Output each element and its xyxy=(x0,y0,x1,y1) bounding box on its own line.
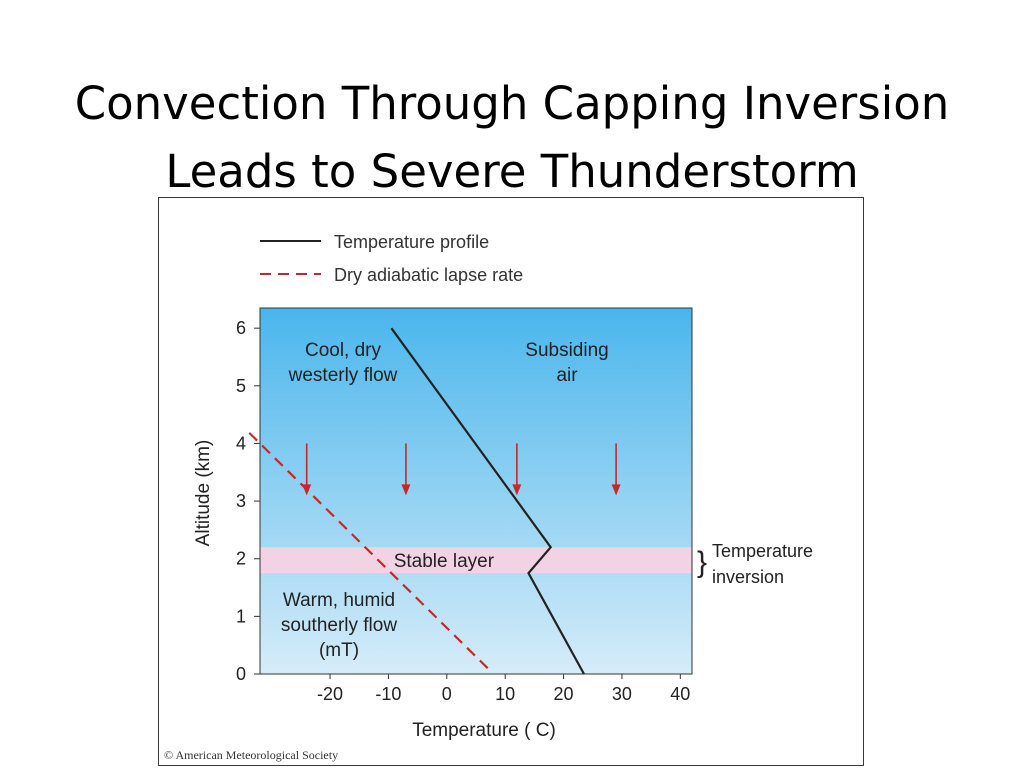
inversion-brace: } xyxy=(697,546,707,579)
y-tick-label: 2 xyxy=(236,549,246,569)
stable-layer-band xyxy=(260,547,692,574)
title-line-1: Convection Through Capping Inversion xyxy=(74,77,950,130)
x-tick-label: 10 xyxy=(495,684,515,704)
y-tick-label: 6 xyxy=(236,318,246,338)
annotation-warm-line3: (mT) xyxy=(319,640,359,661)
subsidence-arrow-head xyxy=(401,484,411,496)
x-tick-label: -20 xyxy=(317,684,343,704)
x-tick-label: 20 xyxy=(554,684,574,704)
annotation-warm-line1: Warm, humid xyxy=(283,590,395,611)
annotation-cool-line2: westerly flow xyxy=(288,365,398,386)
annotation-inversion-line1: Temperature xyxy=(712,541,813,561)
legend-label-temperature: Temperature profile xyxy=(334,232,489,252)
subsidence-arrow-head xyxy=(611,484,621,496)
y-tick-label: 4 xyxy=(236,433,246,453)
legend-label-dry-adiabatic: Dry adiabatic lapse rate xyxy=(334,265,523,285)
annotation-warm-line2: southerly flow xyxy=(281,615,397,636)
dry-adiabatic-line xyxy=(247,431,489,669)
plot-background xyxy=(259,307,693,675)
title-line-2: Leads to Severe Thunderstorm xyxy=(165,145,859,198)
temperature-profile-line xyxy=(390,327,585,675)
annotation-subsiding-line1: Subsiding xyxy=(525,340,608,361)
subsidence-arrow-head xyxy=(512,484,522,496)
y-tick-label: 3 xyxy=(236,491,246,511)
y-tick-label: 0 xyxy=(236,664,246,684)
x-tick-label: 40 xyxy=(670,684,690,704)
annotation-subsiding-line2: air xyxy=(556,365,578,386)
x-tick-label: 0 xyxy=(442,684,452,704)
figure-frame: Temperature profile Dry adiabatic lapse … xyxy=(158,197,864,766)
copyright-text: © American Meteorological Society xyxy=(164,748,338,762)
x-axis-title: Temperature ( C) xyxy=(412,720,556,741)
x-tick-label: -10 xyxy=(375,684,401,704)
stable-layer-label: Stable layer xyxy=(394,551,495,572)
annotation-inversion-line2: inversion xyxy=(712,567,784,587)
x-tick-label: 30 xyxy=(612,684,632,704)
y-axis-title: Altitude (km) xyxy=(193,440,214,547)
y-tick-label: 5 xyxy=(236,376,246,396)
slide-title: Convection Through Capping Inversion Lea… xyxy=(0,70,1024,206)
chart-svg: Temperature profile Dry adiabatic lapse … xyxy=(164,232,813,762)
annotation-cool-line1: Cool, dry xyxy=(305,340,382,361)
y-tick-label: 1 xyxy=(236,606,246,626)
